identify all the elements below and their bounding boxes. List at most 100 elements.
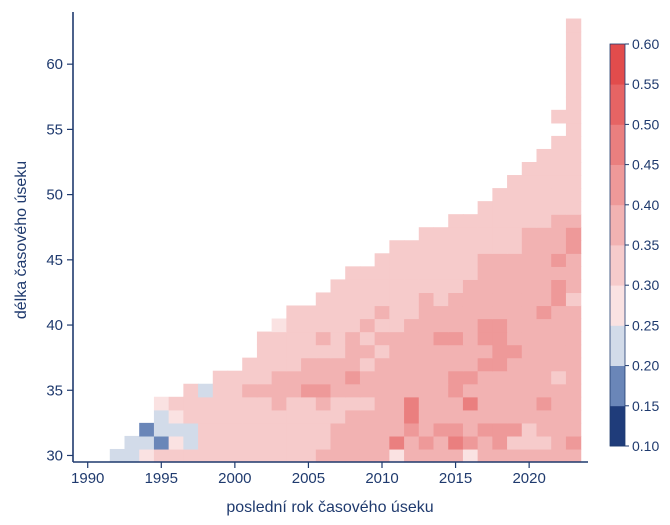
heatmap-cell — [153, 448, 170, 463]
heatmap-cell — [345, 266, 361, 280]
heatmap-cell — [330, 357, 346, 372]
heatmap-cell — [124, 435, 140, 450]
heatmap-cell — [433, 396, 449, 411]
heatmap-cell — [477, 292, 493, 307]
heatmap-cell — [462, 409, 479, 424]
heatmap-cell — [477, 422, 493, 437]
heatmap-cell — [536, 266, 552, 280]
x-tick-label: 1995 — [145, 470, 178, 487]
heatmap-cell — [551, 344, 567, 359]
colorbar-label: 0.60 — [632, 36, 659, 52]
heatmap-cell — [448, 279, 464, 294]
heatmap-cell — [477, 331, 493, 346]
heatmap-cell — [212, 422, 229, 437]
heatmap-cell — [565, 357, 582, 372]
heatmap-cell — [242, 396, 258, 411]
heatmap-cell — [448, 331, 464, 346]
x-tick-label: 2015 — [439, 470, 472, 487]
heatmap-cell — [124, 448, 140, 463]
heatmap-cell — [477, 344, 493, 359]
colorbar-segment — [610, 245, 625, 286]
heatmap-cell — [359, 318, 376, 333]
heatmap-cell — [477, 305, 493, 320]
heatmap-cell — [492, 253, 508, 267]
heatmap-cell — [183, 435, 199, 450]
heatmap-cell — [448, 318, 464, 333]
heatmap-cell — [536, 240, 552, 254]
heatmap-cell — [477, 435, 493, 450]
heatmap-cell — [404, 318, 420, 333]
heatmap-cell — [374, 422, 390, 437]
heatmap-cell — [477, 214, 493, 228]
heatmap-cell — [551, 214, 567, 228]
heatmap-cell — [389, 318, 405, 333]
heatmap-cell — [565, 31, 582, 46]
heatmap-cell — [359, 292, 376, 307]
heatmap-cell — [404, 266, 420, 280]
heatmap-cell — [433, 344, 449, 359]
heatmap-cell — [492, 383, 508, 398]
y-axis-title: délka časového úseku — [13, 161, 30, 319]
heatmap-cell — [565, 370, 582, 385]
heatmap-cell — [521, 422, 538, 437]
heatmap-cell — [198, 396, 214, 411]
y-tick-label: 45 — [46, 252, 63, 269]
colorbar-segment — [610, 405, 625, 447]
heatmap-cell — [212, 409, 229, 424]
heatmap-cell — [374, 292, 390, 307]
heatmap-cell — [374, 279, 390, 294]
heatmap-cell — [359, 409, 376, 424]
heatmap-cell — [242, 448, 258, 463]
heatmap-cell — [242, 370, 258, 385]
heatmap-cell — [551, 253, 567, 267]
heatmap-cell — [565, 253, 582, 267]
heatmap-cell — [448, 448, 464, 463]
heatmap-cell — [404, 279, 420, 294]
heatmap-cell — [271, 448, 287, 463]
colorbar-segment — [610, 124, 625, 165]
heatmap-cell — [521, 448, 538, 463]
heatmap-cell — [227, 435, 243, 450]
heatmap-cell — [418, 383, 435, 398]
heatmap-cell — [462, 292, 479, 307]
heatmap-cell — [359, 422, 376, 437]
heatmap-cell — [256, 448, 273, 463]
heatmap-cell — [153, 435, 170, 450]
heatmap-cell — [477, 370, 493, 385]
heatmap-cell — [477, 409, 493, 424]
heatmap-cell — [536, 162, 552, 176]
heatmap-cell — [462, 240, 479, 254]
heatmap-cell — [448, 370, 464, 385]
heatmap-cell — [374, 331, 390, 346]
heatmap-cell — [492, 201, 508, 215]
heatmap-cell — [256, 357, 273, 372]
colorbar-segment — [610, 84, 625, 125]
heatmap-cell — [389, 448, 405, 463]
heatmap-cell — [286, 344, 302, 359]
heatmap-cell — [359, 331, 376, 346]
colorbar-segment — [610, 44, 625, 85]
heatmap-cell — [551, 148, 567, 163]
heatmap-cell — [536, 331, 552, 346]
heatmap-cell — [536, 292, 552, 307]
heatmap-cell — [374, 448, 390, 463]
heatmap-cell — [345, 279, 361, 294]
heatmap-cell — [507, 344, 523, 359]
heatmap-cell — [521, 331, 538, 346]
heatmap-cell — [168, 409, 184, 424]
heatmap-cell — [551, 305, 567, 320]
heatmap-cell — [256, 331, 273, 346]
heatmap-cell — [565, 292, 582, 307]
heatmap-cell — [551, 292, 567, 307]
heatmap-cell — [404, 370, 420, 385]
heatmap-cell — [315, 305, 332, 320]
heatmap-cell — [271, 422, 287, 437]
heatmap-cell — [404, 331, 420, 346]
heatmap-cell — [507, 227, 523, 241]
heatmap-cell — [462, 331, 479, 346]
heatmap-cell — [565, 409, 582, 424]
heatmap-cell — [256, 344, 273, 359]
heatmap-cell — [551, 109, 567, 124]
heatmap-cell — [404, 240, 420, 254]
heatmap-cell — [521, 370, 538, 385]
